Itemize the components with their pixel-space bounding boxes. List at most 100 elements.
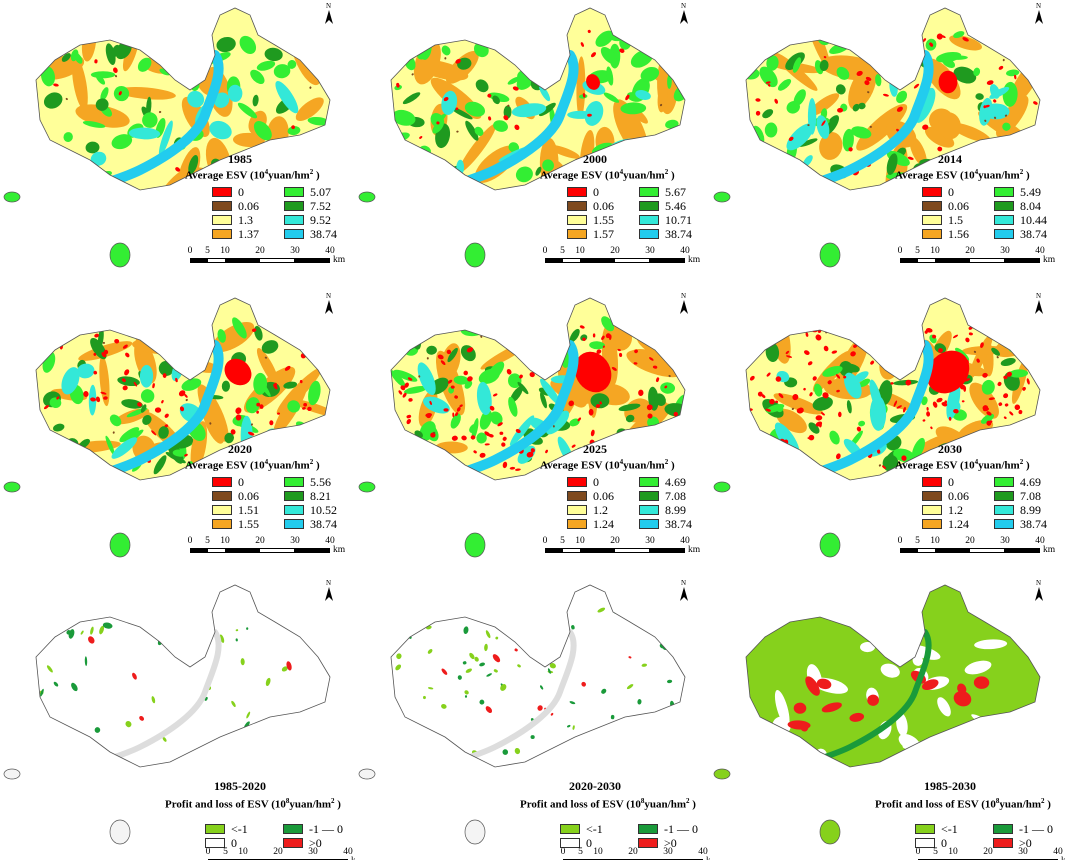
inset-island <box>109 819 131 845</box>
legend-item: 5.49 <box>994 185 1041 199</box>
built-up-patch <box>625 94 630 101</box>
forest-patch <box>859 378 871 388</box>
built-up-patch <box>259 404 264 409</box>
forest-patch <box>43 92 63 109</box>
built-up-patch <box>592 333 596 338</box>
built-up-patch <box>436 121 440 125</box>
forest-patch <box>996 324 1010 338</box>
built-up-patch <box>408 398 413 402</box>
scale-tick: 30 <box>290 536 300 546</box>
change-patch <box>394 733 399 739</box>
bare-land-patch <box>143 338 146 341</box>
built-up-patch <box>484 443 490 446</box>
forest-patch <box>392 109 416 126</box>
built-up-patch <box>302 407 306 410</box>
map-panel-1985: N 1985 Average ESV (104yuan/hm2 ) 0 0.06 1.3 1… <box>0 0 355 283</box>
built-up-patch <box>936 397 943 403</box>
legend-swatch <box>212 477 232 487</box>
unchanged-patch <box>880 663 900 678</box>
legend-label: 10.52 <box>310 502 337 517</box>
built-up-patch <box>924 330 928 334</box>
forest-patch <box>783 28 792 38</box>
scale-tick: 20 <box>610 246 620 256</box>
built-up-patch <box>961 400 965 403</box>
built-up-patch <box>765 81 771 84</box>
wetland-patch <box>511 103 547 118</box>
built-up-patch <box>1009 411 1014 416</box>
forest-patch <box>391 450 414 460</box>
forest-patch <box>194 55 213 62</box>
inset-island <box>358 191 376 203</box>
change-patch <box>465 668 472 673</box>
change-patch <box>88 636 95 644</box>
scale-tick: 5 <box>560 246 565 256</box>
built-up-patch <box>986 411 992 416</box>
farmland-patch <box>776 408 807 434</box>
farmland-patch <box>521 321 550 343</box>
built-up-patch <box>83 391 89 397</box>
inset-island <box>713 191 731 203</box>
legend-swatch <box>994 187 1014 197</box>
built-up-patch <box>980 342 984 348</box>
forest-patch <box>109 414 122 427</box>
scale-tick: 40 <box>1035 246 1045 256</box>
change-patch <box>102 622 113 629</box>
built-up-patch <box>137 402 142 407</box>
legend-item: 0 <box>922 185 954 199</box>
map-panel-2020-2030: N 2020-2030 Profit and loss of ESV (108yua… <box>355 577 710 860</box>
forest-patch <box>625 414 635 423</box>
built-up-patch <box>459 404 463 408</box>
built-up-patch <box>489 405 495 411</box>
wetland-patch <box>979 97 993 126</box>
built-up-patch <box>121 378 126 382</box>
legend-label: 38.74 <box>310 516 337 531</box>
wetland-patch <box>417 362 436 396</box>
built-up-patch <box>792 394 799 401</box>
forest-patch <box>232 317 247 339</box>
bare-land-patch <box>668 374 671 378</box>
legend-label: 1.24 <box>593 516 614 531</box>
farmland-patch <box>232 132 265 148</box>
legend-label: 5.67 <box>665 184 686 199</box>
bare-land-patch <box>878 464 882 467</box>
legend-item: 1.55 <box>212 517 259 531</box>
wetland-patch <box>584 101 604 126</box>
built-up-patch <box>284 365 291 371</box>
wetland-patch <box>128 127 161 140</box>
forest-patch <box>184 361 192 369</box>
built-up-patch <box>948 416 952 421</box>
change-patch <box>132 672 137 680</box>
built-up-patch <box>982 372 988 378</box>
built-up-patch <box>838 411 842 418</box>
change-patch <box>47 733 53 738</box>
north-arrow-icon: N <box>677 579 691 605</box>
forest-patch <box>261 340 279 354</box>
change-patch <box>502 749 509 755</box>
wetland-patch <box>509 415 535 446</box>
built-up-patch <box>982 405 989 411</box>
built-up-patch <box>998 65 1004 70</box>
legend-item: 0.06 <box>212 199 259 213</box>
built-up-patch <box>398 390 403 395</box>
legend-label: 9.52 <box>310 212 331 227</box>
bare-land-patch <box>973 350 977 353</box>
change-patch <box>265 677 271 687</box>
built-up-patch <box>582 93 586 98</box>
built-up-patch <box>617 348 621 352</box>
map-region <box>35 584 331 768</box>
legend-swatch <box>922 201 942 211</box>
scale-tick: 30 <box>645 536 655 546</box>
legend-swatch <box>639 491 659 501</box>
forest-patch <box>756 447 772 464</box>
legend-label: 4.69 <box>1020 474 1041 489</box>
unchanged-patch <box>949 729 965 745</box>
change-patch <box>423 695 426 700</box>
legend-title: Average ESV (104yuan/hm2 ) <box>540 458 675 472</box>
legend-swatch <box>284 229 304 239</box>
forest-patch <box>674 152 685 175</box>
legend-item: 1.5 <box>922 213 963 227</box>
forest-patch <box>140 389 155 403</box>
built-up-patch <box>125 352 130 358</box>
built-up-patch <box>252 328 257 332</box>
